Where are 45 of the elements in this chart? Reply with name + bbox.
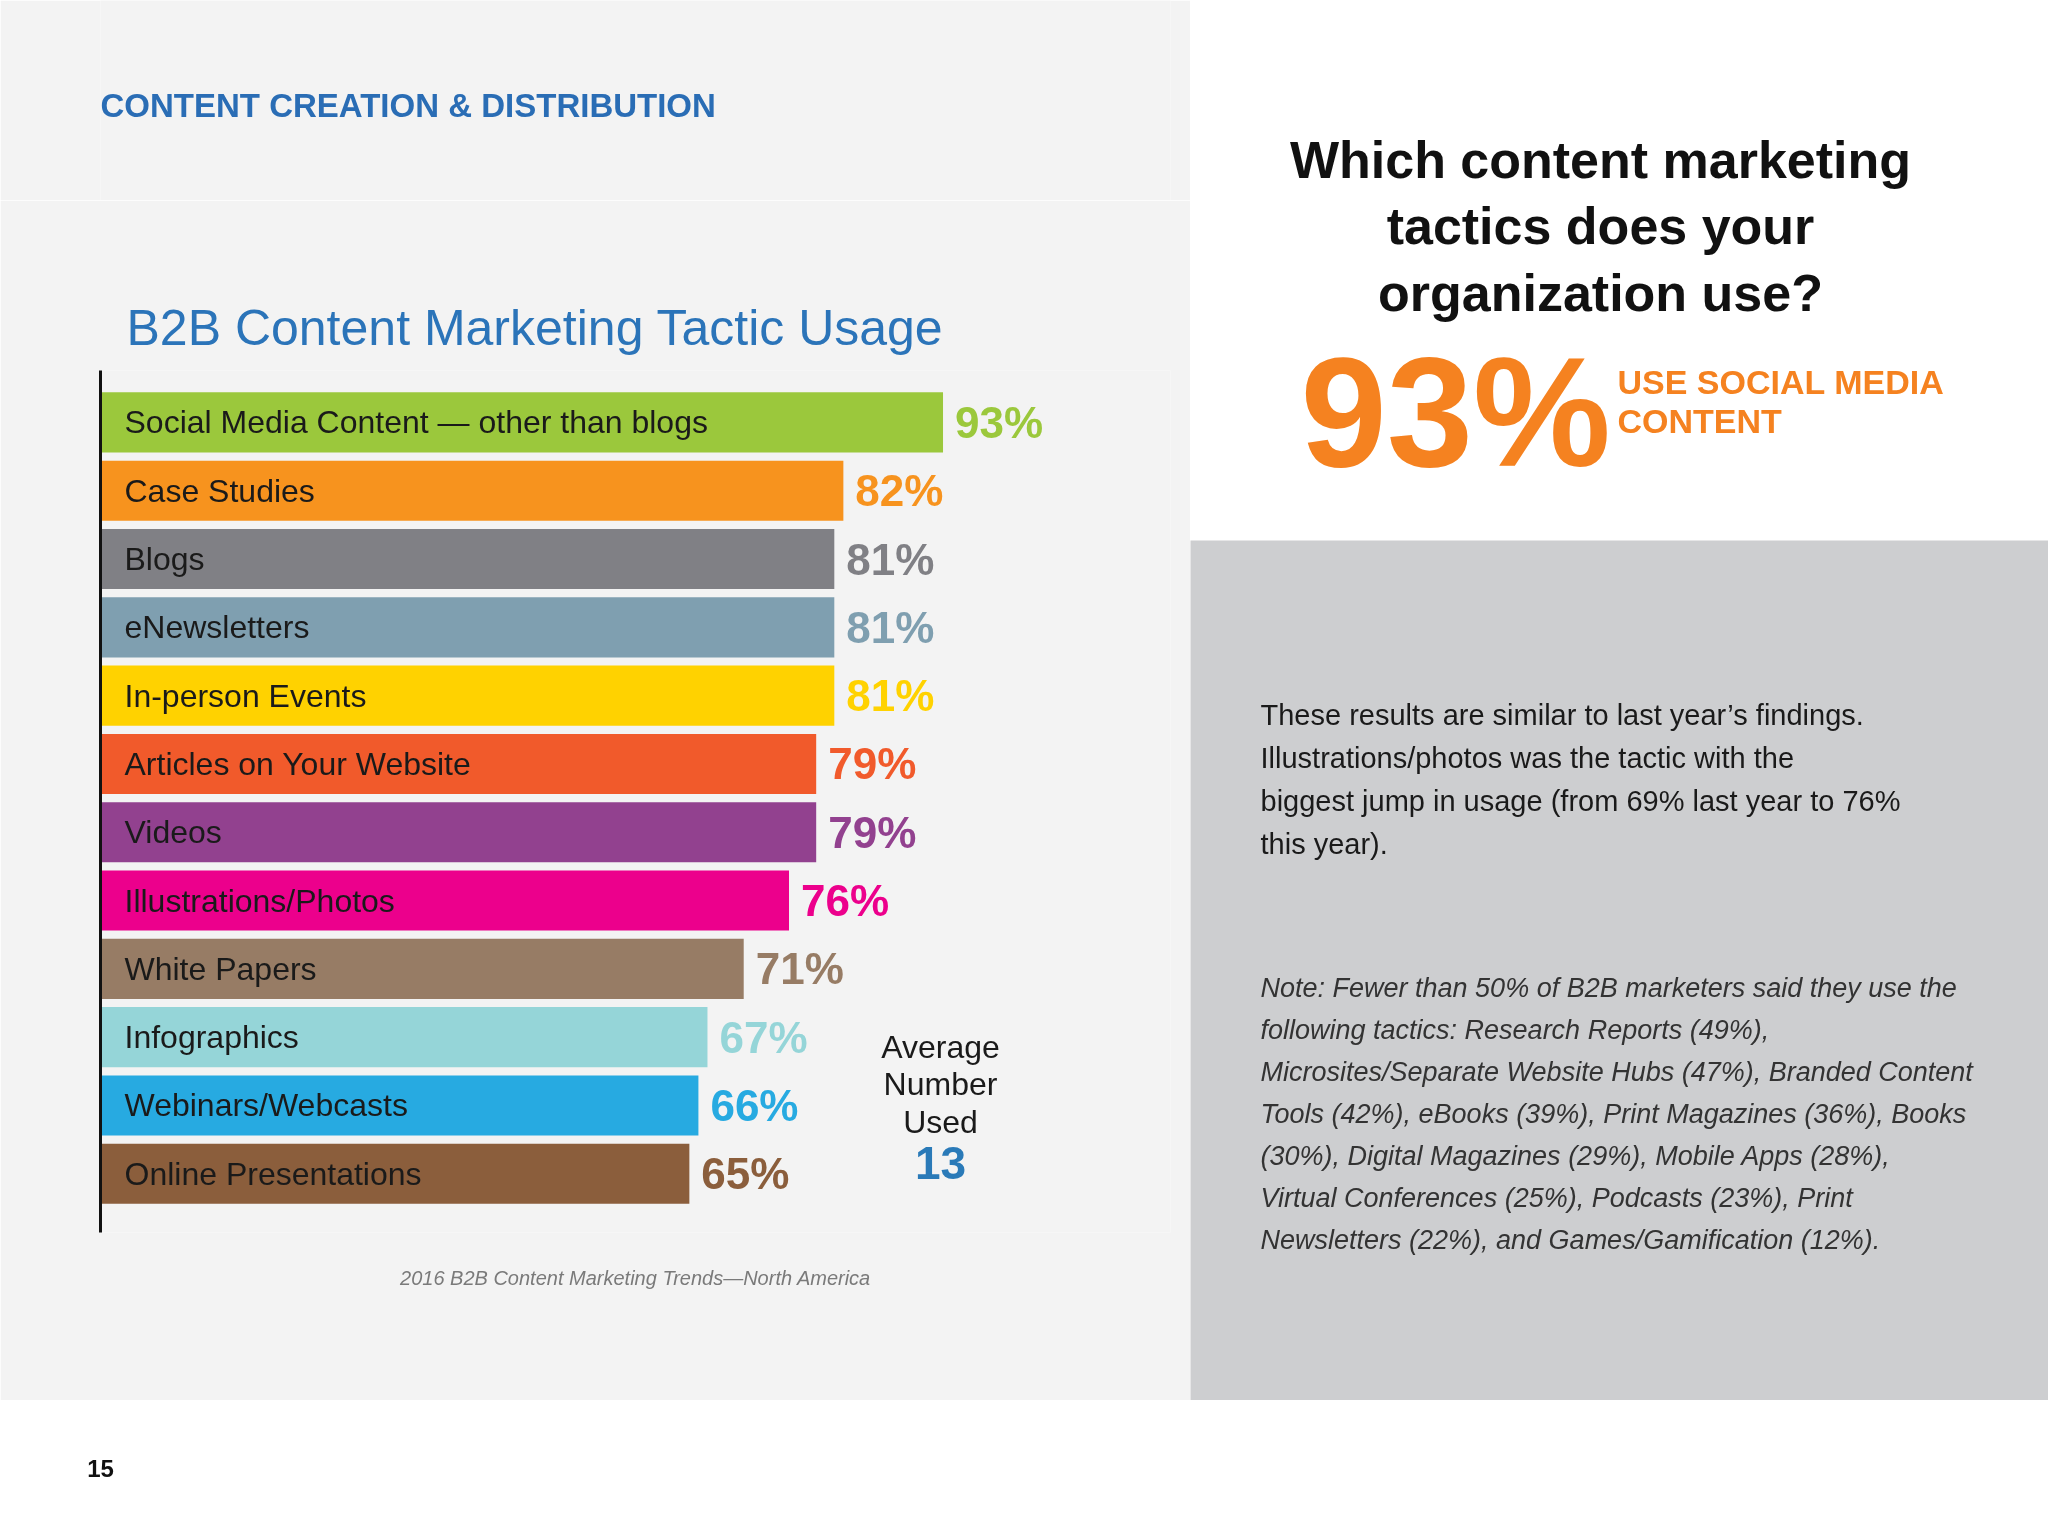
text: CONTENT CREATION & DISTRIBUTION <box>100 87 716 124</box>
y-tick-label: eNewsletters <box>124 609 310 646</box>
y-tick-label: In-person Events <box>124 677 367 714</box>
data-label: 67% <box>719 1012 808 1062</box>
y-tick-label: Case Studies <box>124 472 315 509</box>
bar <box>100 733 817 794</box>
y-tick-label: Webinars/Webcasts <box>124 1087 408 1124</box>
y-tick-label: White Papers <box>124 950 317 987</box>
text: Which content marketing tactics does your organization use? <box>1289 130 1912 322</box>
text: 2016 B2B Content Marketing Trends—North America <box>399 1267 871 1289</box>
y-tick-label: Infographics <box>124 1019 299 1056</box>
bar <box>100 1143 690 1204</box>
text: Note: Fewer than 50% of B2B marketers said they use the following tactics: Research Reports (49%), Microsites/Separate Website Hubs (47%), Branded Content Tools (42%), eBooks (39%), Print Magazines (36%), Books (30%), Digital Magazines (29%), Mobile Apps (28%), Virtual Conferences (25%), Podcasts (23%), Print Newsletters (22%), and Games/Gamification (12%). <box>1260 972 1975 1255</box>
chart-title: B2B Content Marketing Tactic Usage <box>126 299 943 356</box>
bar <box>100 528 835 590</box>
text: 93% <box>1300 326 1611 499</box>
y-tick-label: Articles on Your Website <box>124 745 471 782</box>
bar <box>100 802 817 863</box>
data-label: 76% <box>801 876 890 926</box>
text: USE SOCIAL MEDIA CONTENT <box>1617 362 1944 441</box>
bar <box>100 460 844 521</box>
y-tick-label: Videos <box>124 814 222 851</box>
bar <box>100 597 835 658</box>
y-tick-label: Online Presentations <box>124 1155 422 1192</box>
bar <box>100 1007 708 1068</box>
text: These results are similar to last year’s findings. Illustrations/photos was the tactic with the biggest jump in usage (from 69% last year to 76% this year). <box>1260 698 1901 861</box>
data-label: 71% <box>755 944 844 994</box>
bar <box>100 938 744 999</box>
data-label: 79% <box>828 807 917 857</box>
y-tick-label: Illustrations/Photos <box>124 882 395 919</box>
data-label: 93% <box>955 397 1044 447</box>
bar <box>100 870 790 931</box>
data-label: 79% <box>828 739 917 789</box>
bar <box>100 1075 699 1136</box>
data-label: 65% <box>701 1149 790 1199</box>
data-label: 66% <box>710 1080 799 1130</box>
data-label: 81% <box>846 534 935 584</box>
data-label: 81% <box>846 671 935 721</box>
bar <box>100 665 835 726</box>
text: 15 <box>87 1455 114 1482</box>
bar <box>100 392 944 453</box>
data-label: 81% <box>846 602 935 652</box>
data-label: 82% <box>855 466 944 516</box>
y-tick-label: Blogs <box>124 541 205 578</box>
y-tick-label: Social Media Content — other than blogs <box>124 404 708 441</box>
